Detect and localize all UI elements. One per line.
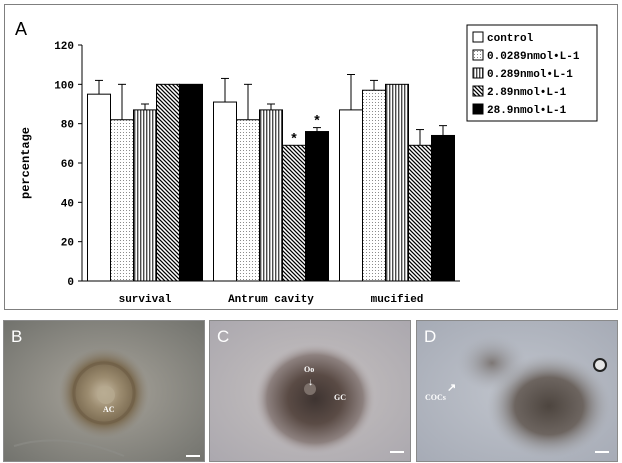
legend-label: 28.9nmol•L-1 (487, 105, 567, 117)
photo-panel-d: D COCs ↗ (416, 320, 618, 462)
bar (385, 83, 409, 282)
chart-panel: A 0 20 40 60 80 100 120 percentage survival Antru… (4, 4, 618, 310)
bar (282, 144, 306, 282)
bar (431, 134, 455, 282)
bar (213, 101, 237, 282)
significance-marker: * (291, 129, 297, 145)
bar (362, 89, 386, 282)
y-tick-label: 20 (61, 238, 74, 250)
y-tick-label: 40 (61, 198, 74, 210)
follicle-image-c (210, 321, 410, 461)
bar-chart: A 0 20 40 60 80 100 120 percentage survival Antru… (15, 19, 598, 306)
bar (305, 131, 329, 282)
legend-label: 2.89nmol•L-1 (487, 87, 567, 99)
granulosa-cells-annotation: GC (334, 393, 346, 402)
arrow-down-icon: ↓ (308, 377, 313, 388)
bar (179, 83, 203, 282)
bar (156, 83, 180, 282)
scale-bar (595, 451, 609, 453)
legend-label: 0.289nmol•L-1 (487, 69, 573, 81)
y-tick-label: 60 (61, 159, 74, 171)
legend-label: 0.0289nmol•L-1 (487, 51, 580, 63)
y-axis-label: percentage (19, 127, 33, 199)
x-category-label: mucified (371, 294, 424, 306)
bar (259, 109, 283, 282)
bar (408, 144, 432, 282)
bar (236, 119, 260, 282)
legend-box (466, 24, 598, 122)
legend-swatch (472, 103, 484, 115)
legend-swatch (472, 67, 484, 79)
photo-panel-c: C Oo ↓ GC (209, 320, 411, 462)
legend-swatch (472, 31, 484, 43)
x-category-label: survival (119, 294, 172, 306)
oocyte-annotation: Oo (304, 365, 315, 374)
y-tick-label: 0 (67, 277, 74, 289)
arrow-icon: ↗ (447, 382, 457, 394)
significance-marker: * (314, 112, 320, 128)
bar (133, 109, 157, 282)
follicle-image-b (4, 321, 204, 461)
antrum-cavity-annotation: AC (103, 405, 115, 414)
photo-label-c: C (217, 327, 230, 346)
legend-swatch (472, 85, 484, 97)
legend-label: control (487, 33, 534, 45)
x-category-label: Antrum cavity (228, 294, 314, 306)
legend-swatch (472, 49, 484, 61)
y-tick-label: 80 (61, 120, 74, 132)
y-tick-label: 120 (54, 41, 74, 53)
photo-panel-b: B AC (3, 320, 205, 462)
follicle-image-d (417, 321, 617, 461)
photo-label-b: B (11, 327, 23, 346)
bar (110, 119, 134, 282)
scale-bar (186, 455, 200, 457)
photo-label-d: D (424, 327, 437, 346)
chart-panel-label: A (15, 19, 27, 39)
y-tick-label: 100 (54, 80, 74, 92)
bar (87, 93, 111, 282)
cocs-annotation: COCs (425, 393, 446, 402)
bar (339, 109, 363, 282)
scale-bar (390, 451, 404, 453)
